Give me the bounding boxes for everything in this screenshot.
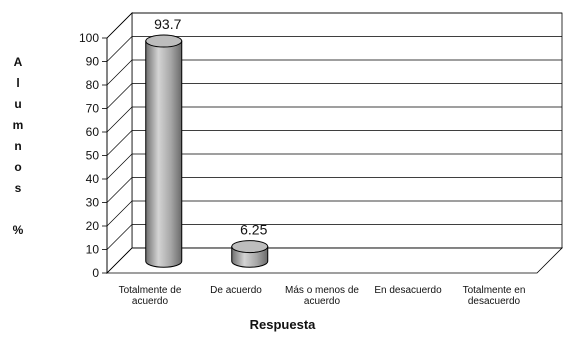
gridline	[106, 224, 562, 250]
bar-top-0	[145, 34, 183, 48]
gridline	[106, 83, 562, 109]
gridline	[106, 247, 562, 274]
y-axis-label-letter: %	[12, 223, 24, 237]
x-tick-label: Más o menos de acuerdo	[285, 285, 359, 307]
y-tick-label: 50	[86, 149, 100, 163]
y-axis: 0 10 20 30 40 50 60 70 80 90 100	[79, 31, 108, 280]
gridline	[106, 12, 562, 39]
bar-0	[145, 40, 183, 268]
y-axis-label-letter: u	[14, 97, 22, 111]
y-tick-label: 70	[86, 102, 100, 116]
data-label-1: 6.25	[240, 222, 267, 238]
x-tick-label: Totalmente de acuerdo	[119, 285, 182, 307]
x-tick-label: Totalmente en desacuerdo	[463, 285, 526, 307]
y-tick-label: 30	[86, 196, 100, 210]
y-tick-label: 20	[86, 219, 100, 233]
y-axis-label-letter: n	[14, 139, 22, 153]
y-tick-label: 0	[92, 266, 99, 280]
gridline	[106, 153, 562, 180]
y-axis-label-letter: m	[12, 118, 24, 132]
y-tick-label: 80	[86, 78, 100, 92]
data-label-0: 93.7	[154, 16, 181, 32]
gridline	[106, 130, 562, 156]
bars: 93.7 6.25	[145, 16, 269, 268]
gridline	[106, 106, 562, 133]
x-tick-label: De acuerdo	[210, 285, 262, 296]
y-tick-label: 100	[79, 31, 99, 45]
y-axis-label-letter: l	[16, 76, 20, 90]
x-tick-label: En desacuerdo	[374, 285, 442, 296]
gridline	[106, 177, 562, 203]
gridline	[106, 59, 562, 86]
gridline	[106, 36, 562, 62]
y-tick-label: 60	[86, 125, 100, 139]
y-axis-label-letter: s	[14, 181, 22, 195]
y-tick-label: 10	[86, 243, 100, 257]
x-axis: Totalmente de acuerdo De acuerdo Más o meno…	[119, 285, 526, 307]
x-axis-label: Respuesta	[249, 317, 316, 332]
gridline	[106, 200, 562, 227]
y-tick-label: 90	[86, 55, 100, 69]
bar-top-1	[231, 240, 269, 254]
y-tick-label: 40	[86, 172, 100, 186]
y-axis-label-letter: A	[13, 55, 23, 69]
y-axis-label-letter: o	[14, 160, 22, 174]
plot-frame	[106, 12, 563, 274]
